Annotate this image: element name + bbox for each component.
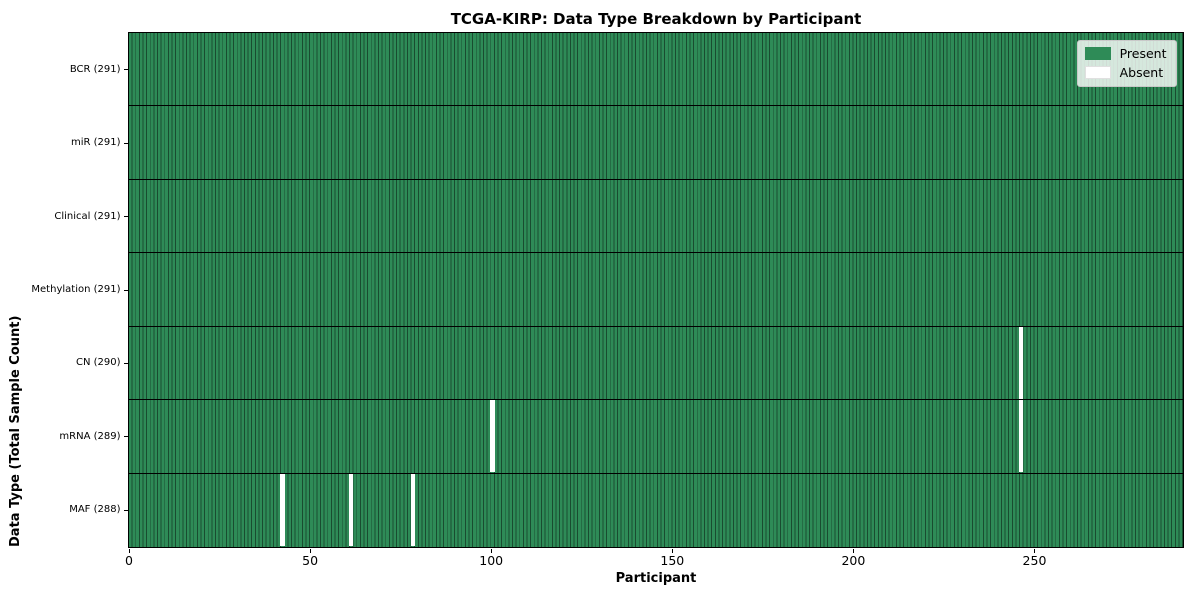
row-boundary [128,178,1183,180]
x-axis-label: Participant [615,571,697,586]
absent-bar-mRNA-100 [490,400,495,473]
x-tick-mark [1033,548,1035,553]
y-tick-mark [123,436,128,438]
absent-bar-MAF-78 [410,473,415,546]
absent-bar-MAF-42 [280,473,285,546]
legend-label-absent: Absent [1119,64,1164,80]
absent-bar-MAF-61 [349,473,354,546]
row-boundary [128,325,1183,327]
y-tick-mark [123,289,128,291]
legend-swatch-present-icon [1084,47,1111,60]
x-tick-mark [671,548,673,553]
legend-label-present: Present [1119,45,1167,61]
x-tick-mark [128,548,130,553]
legend: Present Absent [1076,39,1177,87]
x-tick-label: 250 [1022,553,1047,568]
x-tick-label: 50 [302,553,319,568]
absent-bar-CN-246 [1019,327,1024,399]
x-tick-mark [309,548,311,553]
legend-entry-present: Present [1084,45,1167,61]
y-tick-label-MAF: MAF (288) [69,504,121,516]
chart-title: TCGA-KIRP: Data Type Breakdown by Partic… [450,10,862,28]
row-boundary [128,252,1183,254]
x-tick-mark [490,548,492,553]
y-tick-label-BCR: BCR (291) [69,63,121,75]
y-tick-mark [123,509,128,511]
row-boundary [128,472,1183,474]
y-tick-mark [123,216,128,218]
x-tick-mark [852,548,854,553]
x-tick-label: 0 [125,553,133,568]
row-boundary [128,399,1183,401]
y-tick-mark [123,362,128,364]
absent-bar-mRNA-246 [1019,400,1024,473]
y-tick-label-Methylation: Methylation (291) [31,284,121,295]
y-tick-mark [123,142,128,144]
y-tick-label-mRNA: mRNA (289) [59,430,121,442]
legend-entry-absent: Absent [1084,64,1167,80]
legend-swatch-absent-icon [1084,66,1111,79]
y-tick-mark [123,69,128,71]
y-tick-label-miR: miR (291) [70,137,121,149]
x-tick-label: 200 [841,553,866,568]
x-tick-label: 150 [660,553,685,568]
y-tick-label-CN: CN (290) [75,357,121,369]
plot-area: Present Absent [127,31,1184,548]
row-boundary [128,105,1183,107]
x-tick-label: 100 [479,553,504,568]
y-tick-label-Clinical: Clinical (291) [54,210,121,222]
